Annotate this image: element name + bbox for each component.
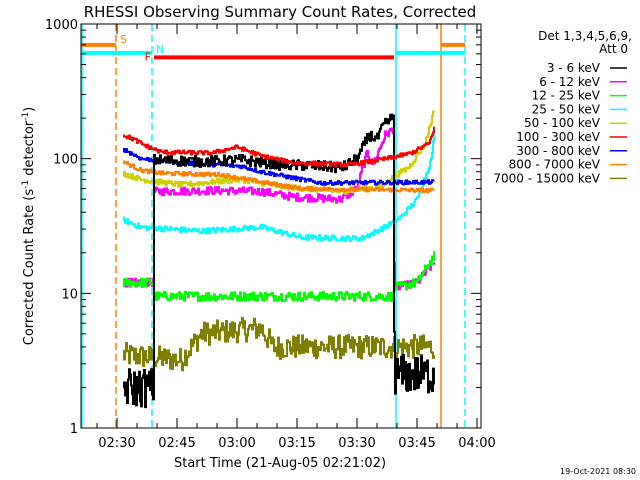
y-label-part: )	[22, 107, 37, 112]
y-axis-label: Corrected Count Rate (s-1 detector-1)	[21, 107, 37, 345]
y-label-part: Corrected Count Rate (s	[22, 189, 37, 346]
legend-label: 12 - 25 keV	[532, 89, 601, 103]
legend-label: 6 - 12 keV	[539, 75, 601, 89]
x-tick-label: 03:30	[338, 436, 375, 451]
x-tick-label: 02:45	[158, 436, 195, 451]
legend-label: 100 - 300 keV	[516, 130, 600, 144]
y-tick-label: 10	[61, 287, 78, 302]
legend-header: Att 0	[599, 42, 628, 56]
y-tick-label: 1	[70, 422, 78, 437]
x-tick-label: 03:00	[218, 436, 255, 451]
series-line-7000-15000-kev	[123, 317, 435, 372]
legend-header: Det 1,3,4,5,6,9,	[538, 29, 632, 43]
axes: 02:30 02:45 03:00 03:15 03:30 03:45 04:00 1 10 10…	[45, 18, 496, 451]
state-label-f: F	[145, 50, 151, 63]
state-label-s: S	[120, 33, 127, 46]
legend-label: 50 - 100 keV	[524, 116, 601, 130]
series-line-100-300-kev	[123, 126, 435, 168]
y-label-sup: -1	[21, 112, 31, 121]
y-tick-label: 100	[53, 153, 78, 168]
legend-label: 7000 - 15000 keV	[493, 171, 600, 185]
x-tick-label: 03:45	[398, 436, 435, 451]
x-axis-label: Start Time (21-Aug-05 02:21:02)	[174, 456, 386, 471]
legend-label: 25 - 50 keV	[532, 102, 601, 116]
y-label-part: detector	[22, 120, 37, 180]
x-tick-label: 03:15	[278, 436, 315, 451]
series-line-6-12-kev	[123, 127, 435, 291]
chart-title: RHESSI Observing Summary Count Rates, Co…	[84, 3, 477, 21]
state-label-n: N	[156, 43, 164, 56]
legend-label: 300 - 800 keV	[516, 144, 600, 158]
series-line-12-25-kev	[123, 251, 435, 303]
y-tick-label: 1000	[45, 18, 78, 33]
x-tick-label: 04:00	[458, 436, 495, 451]
footer-timestamp: 19-Oct-2021 08:30	[560, 467, 636, 476]
plot-frame	[80, 23, 482, 429]
annotations: S NF	[81, 24, 466, 428]
y-label-sup: -1	[21, 180, 31, 189]
legend-label: 800 - 7000 keV	[509, 158, 601, 172]
series-line-25-50-kev	[123, 133, 435, 243]
x-tick-label: 02:30	[98, 436, 135, 451]
series-line-800-7000-kev	[123, 160, 435, 194]
series-group	[123, 110, 435, 409]
legend-label: 3 - 6 keV	[547, 61, 601, 75]
